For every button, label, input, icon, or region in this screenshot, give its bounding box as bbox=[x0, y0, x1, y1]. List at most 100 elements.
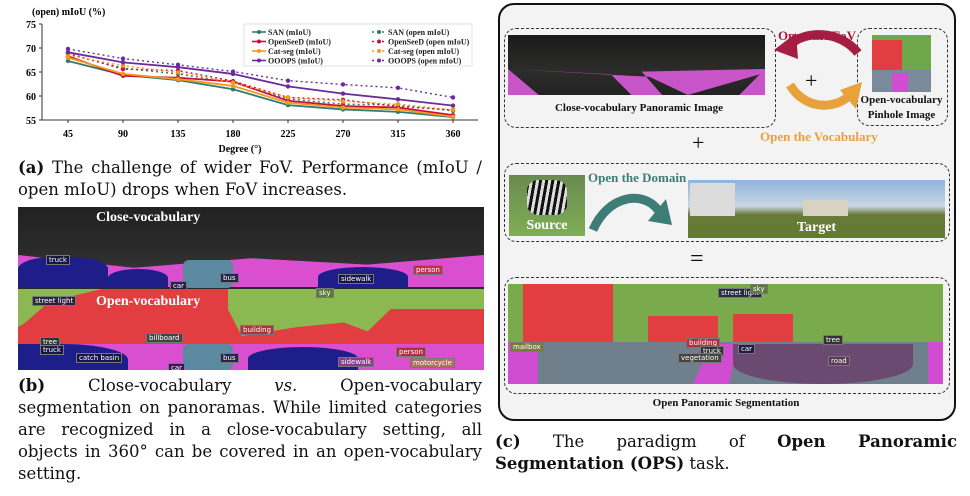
seg-label: bus bbox=[220, 353, 239, 363]
seg-label: road bbox=[828, 356, 850, 366]
series-line bbox=[67, 54, 454, 111]
plus-icon: + bbox=[805, 68, 818, 93]
data-point bbox=[120, 63, 126, 68]
data-point bbox=[340, 91, 346, 96]
seg-label: person bbox=[413, 265, 443, 275]
seg-label: sidewalk bbox=[338, 274, 375, 284]
close-pano-image bbox=[508, 35, 765, 95]
series-line bbox=[67, 55, 454, 117]
data-point bbox=[175, 77, 181, 82]
x-tick-label: 90 bbox=[118, 129, 128, 140]
legend-label: SAN (open mIoU) bbox=[388, 28, 450, 37]
caption-c-bold: Open Panoramic Segmentation (OPS) bbox=[495, 432, 957, 473]
x-tick-label: 225 bbox=[281, 129, 296, 140]
caption-b-text: Close-vocabulary bbox=[45, 376, 275, 395]
plus-icon: + bbox=[692, 130, 705, 155]
y-axis-label: (open) mIoU (%) bbox=[32, 7, 105, 18]
pinhole-box bbox=[857, 28, 948, 126]
data-point bbox=[65, 58, 71, 64]
x-axis-label: Degree (°) bbox=[219, 144, 262, 155]
x-tick-label: 135 bbox=[171, 129, 186, 140]
data-point bbox=[340, 99, 346, 104]
seg-label: motorcycle bbox=[410, 358, 455, 368]
caption-c: (c) The paradigm of Open Panoramic Segme… bbox=[495, 431, 957, 475]
ops-label: Open Panoramic Segmentation bbox=[652, 397, 800, 409]
open-domain-label: Open the Domain bbox=[588, 170, 687, 185]
domain-box bbox=[504, 163, 950, 242]
data-point bbox=[175, 70, 181, 75]
data-point bbox=[340, 105, 346, 110]
legend-label: Cat-seg (mIoU) bbox=[268, 47, 321, 56]
caption-b: (b) Close-vocabulary vs. Open-vocabulary… bbox=[18, 375, 482, 485]
legend-label: OOOPS (open mIoU) bbox=[388, 57, 462, 66]
equals-icon: = bbox=[690, 246, 704, 272]
caption-b-vs: vs. bbox=[274, 376, 298, 395]
data-point bbox=[230, 83, 236, 89]
data-point bbox=[65, 46, 71, 52]
seg-label: billboard bbox=[146, 333, 183, 343]
open-fov-label: Open the FoV bbox=[778, 28, 856, 43]
data-point bbox=[450, 114, 456, 119]
data-point bbox=[340, 82, 346, 87]
y-tick-label: 55 bbox=[26, 116, 36, 127]
close-pano-box bbox=[504, 28, 776, 128]
cycle-arrows bbox=[774, 30, 862, 110]
caption-c-tag: (c) bbox=[495, 432, 521, 451]
ops-image: street light sky mailbox building truck … bbox=[508, 284, 943, 384]
data-point bbox=[395, 107, 401, 112]
data-point bbox=[120, 71, 126, 77]
panel-b-image: Close-vocabulary truck bus car sidewalk … bbox=[18, 207, 484, 370]
data-point bbox=[230, 80, 236, 85]
data-point bbox=[450, 95, 456, 100]
data-point bbox=[285, 84, 291, 89]
vocab-arrow bbox=[786, 82, 854, 110]
seg-label: sidewalk bbox=[338, 357, 375, 367]
caption-c-text-2: task. bbox=[684, 454, 730, 473]
y-tick-label: 65 bbox=[26, 68, 36, 79]
seg-label: tree bbox=[823, 335, 844, 345]
legend-label: Cat-seg (open mIoU) bbox=[388, 47, 459, 56]
seg-label: person bbox=[396, 347, 426, 357]
close-vocab-title: Close-vocabulary bbox=[96, 210, 201, 225]
domain-arrow bbox=[588, 193, 672, 232]
target-image: Target bbox=[688, 180, 945, 238]
target-label: Target bbox=[796, 220, 837, 235]
legend bbox=[243, 23, 473, 67]
open-vocab-panorama: Open-vocabulary street light sky buildin… bbox=[18, 288, 484, 370]
seg-label: sky bbox=[750, 284, 768, 294]
legend-label: OpenSeeD (open mIoU) bbox=[388, 38, 470, 47]
y-tick-label: 70 bbox=[26, 44, 36, 55]
data-point bbox=[230, 87, 236, 92]
series-line bbox=[67, 48, 454, 99]
seg-label: mailbox bbox=[510, 342, 544, 352]
legend-label: OpenSeeD (mIoU) bbox=[268, 38, 331, 47]
data-point bbox=[230, 69, 236, 74]
data-point bbox=[450, 103, 456, 108]
close-pano-label: Close-vocabulary Panoramic Image bbox=[554, 102, 724, 114]
ops-box bbox=[504, 277, 950, 394]
seg-label: building bbox=[240, 325, 275, 335]
y-tick-label: 60 bbox=[26, 92, 36, 103]
caption-b-tag: (b) bbox=[18, 376, 46, 395]
seg-label: vegetation bbox=[678, 353, 722, 363]
x-tick-label: 180 bbox=[226, 129, 241, 140]
caption-a-tag: (a) bbox=[18, 158, 45, 177]
data-point bbox=[120, 66, 126, 72]
source-image: Source bbox=[509, 175, 585, 236]
x-tick-label: 270 bbox=[336, 129, 351, 140]
pinhole-label: Open-vocabulary Pinhole Image bbox=[860, 94, 943, 121]
caption-c-text: The paradigm of bbox=[520, 432, 778, 451]
open-vocab-title: Open-vocabulary bbox=[96, 294, 201, 309]
data-point bbox=[285, 95, 291, 100]
data-point bbox=[65, 50, 71, 55]
open-vocab-label: Open the Vocabulary bbox=[760, 129, 878, 144]
pinhole-image bbox=[872, 35, 931, 92]
performance-line-chart: (open) mIoU (%) Degree (°) 55 60 65 70 75 45 9… bbox=[26, 7, 478, 155]
legend-label: SAN (mIoU) bbox=[268, 28, 311, 37]
data-point bbox=[395, 101, 401, 107]
data-point bbox=[120, 56, 126, 61]
x-tick-label: 45 bbox=[63, 129, 73, 140]
data-point bbox=[395, 85, 401, 91]
data-point bbox=[285, 100, 291, 105]
seg-label: car bbox=[168, 363, 186, 370]
